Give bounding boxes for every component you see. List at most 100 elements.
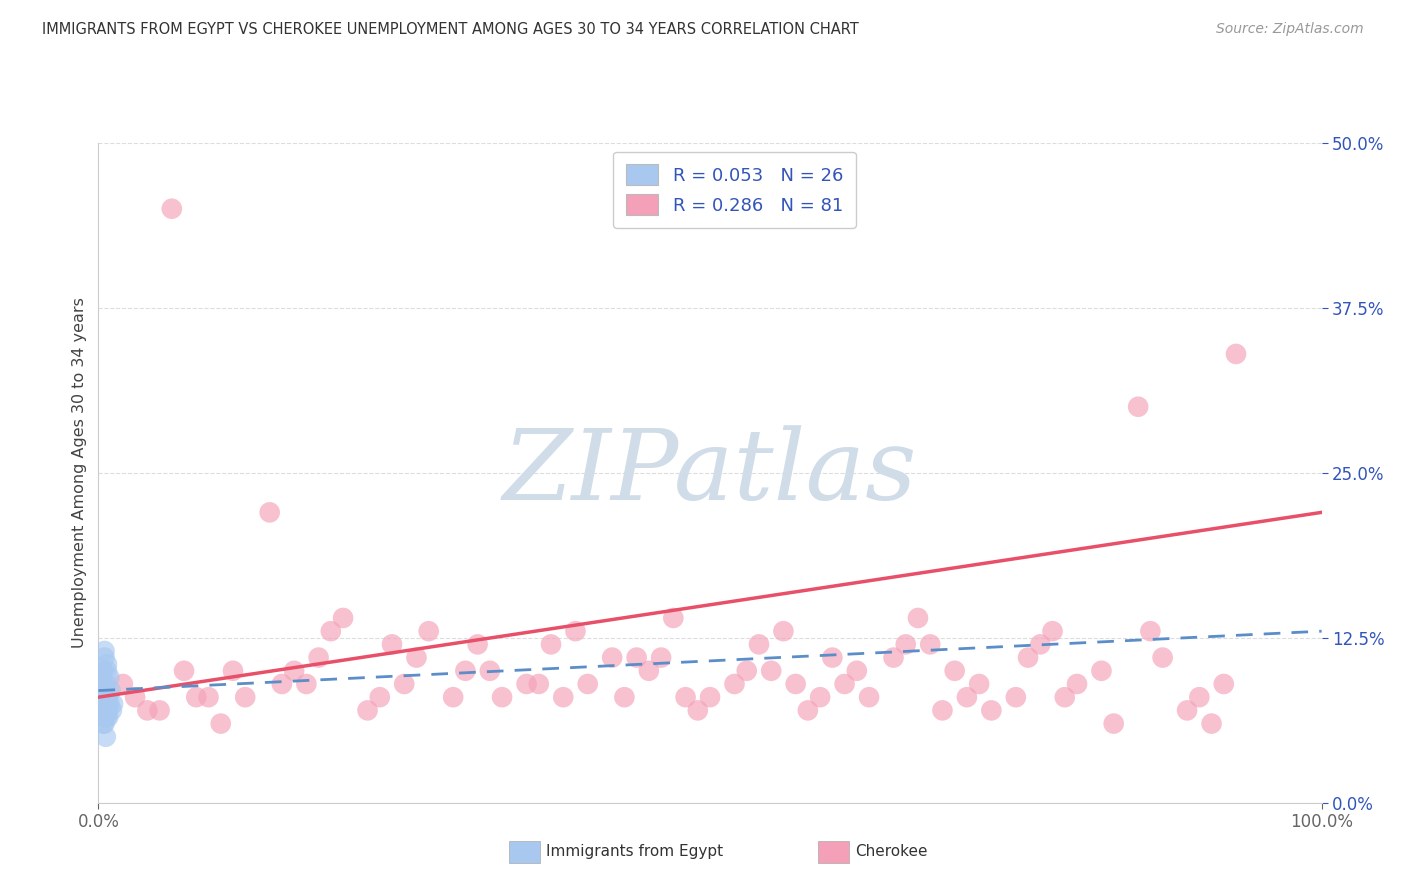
Point bbox=[894, 637, 917, 651]
Point bbox=[808, 690, 831, 705]
Point bbox=[91, 664, 114, 678]
Point bbox=[686, 703, 709, 717]
Point bbox=[527, 677, 550, 691]
Point bbox=[392, 677, 416, 691]
Point bbox=[748, 637, 770, 651]
Point bbox=[93, 644, 115, 658]
Point bbox=[259, 505, 281, 519]
Point bbox=[675, 690, 697, 705]
Point bbox=[96, 664, 118, 678]
Point bbox=[1225, 347, 1247, 361]
Point bbox=[883, 650, 905, 665]
Point bbox=[1090, 664, 1112, 678]
Point bbox=[1029, 637, 1052, 651]
Point bbox=[90, 670, 112, 684]
Point bbox=[93, 650, 115, 665]
Point bbox=[173, 664, 195, 678]
Point bbox=[600, 650, 623, 665]
Point bbox=[90, 677, 112, 691]
Text: Immigrants from Egypt: Immigrants from Egypt bbox=[546, 845, 723, 859]
Point bbox=[576, 677, 599, 691]
Point bbox=[845, 664, 868, 678]
Point bbox=[136, 703, 159, 717]
Point bbox=[270, 677, 294, 691]
Point bbox=[381, 637, 404, 651]
Point bbox=[699, 690, 721, 705]
Point bbox=[454, 664, 477, 678]
Point bbox=[491, 690, 513, 705]
Point bbox=[222, 664, 245, 678]
Point bbox=[858, 690, 880, 705]
Point bbox=[91, 690, 114, 705]
Point bbox=[209, 716, 232, 731]
Point bbox=[785, 677, 807, 691]
Point bbox=[319, 624, 342, 639]
Point bbox=[96, 710, 118, 724]
Point bbox=[94, 703, 117, 717]
Point bbox=[956, 690, 979, 705]
Point bbox=[1139, 624, 1161, 639]
Point bbox=[1102, 716, 1125, 731]
Point bbox=[967, 677, 990, 691]
Point bbox=[96, 657, 118, 672]
Point bbox=[295, 677, 318, 691]
Point bbox=[1042, 624, 1064, 639]
Point bbox=[91, 710, 114, 724]
Point bbox=[233, 690, 256, 705]
Point bbox=[97, 690, 120, 705]
Text: ZIPatlas: ZIPatlas bbox=[503, 425, 917, 520]
Point bbox=[332, 611, 354, 625]
Point bbox=[564, 624, 586, 639]
Point bbox=[91, 690, 114, 705]
Point bbox=[1128, 400, 1150, 414]
Point bbox=[101, 703, 124, 717]
Point bbox=[834, 677, 856, 691]
Point bbox=[1152, 650, 1174, 665]
Point bbox=[735, 664, 758, 678]
Text: Cherokee: Cherokee bbox=[855, 845, 928, 859]
Point bbox=[553, 690, 575, 705]
Point bbox=[101, 697, 124, 711]
Point bbox=[283, 664, 305, 678]
Point bbox=[356, 703, 378, 717]
Point bbox=[100, 683, 122, 698]
Point bbox=[124, 690, 146, 705]
Point bbox=[94, 677, 117, 691]
Point bbox=[405, 650, 427, 665]
Point bbox=[197, 690, 219, 705]
Point bbox=[980, 703, 1002, 717]
Point bbox=[1066, 677, 1088, 691]
Point bbox=[149, 703, 172, 717]
Text: IMMIGRANTS FROM EGYPT VS CHEROKEE UNEMPLOYMENT AMONG AGES 30 TO 34 YEARS CORRELA: IMMIGRANTS FROM EGYPT VS CHEROKEE UNEMPL… bbox=[42, 22, 859, 37]
Point bbox=[772, 624, 794, 639]
Text: Source: ZipAtlas.com: Source: ZipAtlas.com bbox=[1216, 22, 1364, 37]
Point bbox=[98, 670, 121, 684]
Point bbox=[97, 703, 120, 717]
Point bbox=[93, 716, 115, 731]
Point bbox=[761, 664, 783, 678]
Point bbox=[797, 703, 820, 717]
Point bbox=[98, 697, 121, 711]
Point bbox=[1175, 703, 1198, 717]
Point bbox=[467, 637, 489, 651]
Point bbox=[111, 677, 134, 691]
Point bbox=[931, 703, 953, 717]
Point bbox=[1053, 690, 1076, 705]
Point bbox=[1201, 716, 1223, 731]
Point bbox=[920, 637, 942, 651]
Point bbox=[613, 690, 636, 705]
Legend: R = 0.053   N = 26, R = 0.286   N = 81: R = 0.053 N = 26, R = 0.286 N = 81 bbox=[613, 152, 856, 227]
Point bbox=[637, 664, 661, 678]
Point bbox=[1004, 690, 1026, 705]
Point bbox=[478, 664, 501, 678]
Y-axis label: Unemployment Among Ages 30 to 34 years: Unemployment Among Ages 30 to 34 years bbox=[72, 297, 87, 648]
Point bbox=[821, 650, 844, 665]
Point bbox=[418, 624, 440, 639]
Point bbox=[662, 611, 685, 625]
Point bbox=[368, 690, 391, 705]
Point bbox=[723, 677, 745, 691]
Point bbox=[91, 716, 114, 731]
Point bbox=[160, 202, 183, 216]
Point bbox=[308, 650, 330, 665]
Point bbox=[540, 637, 562, 651]
